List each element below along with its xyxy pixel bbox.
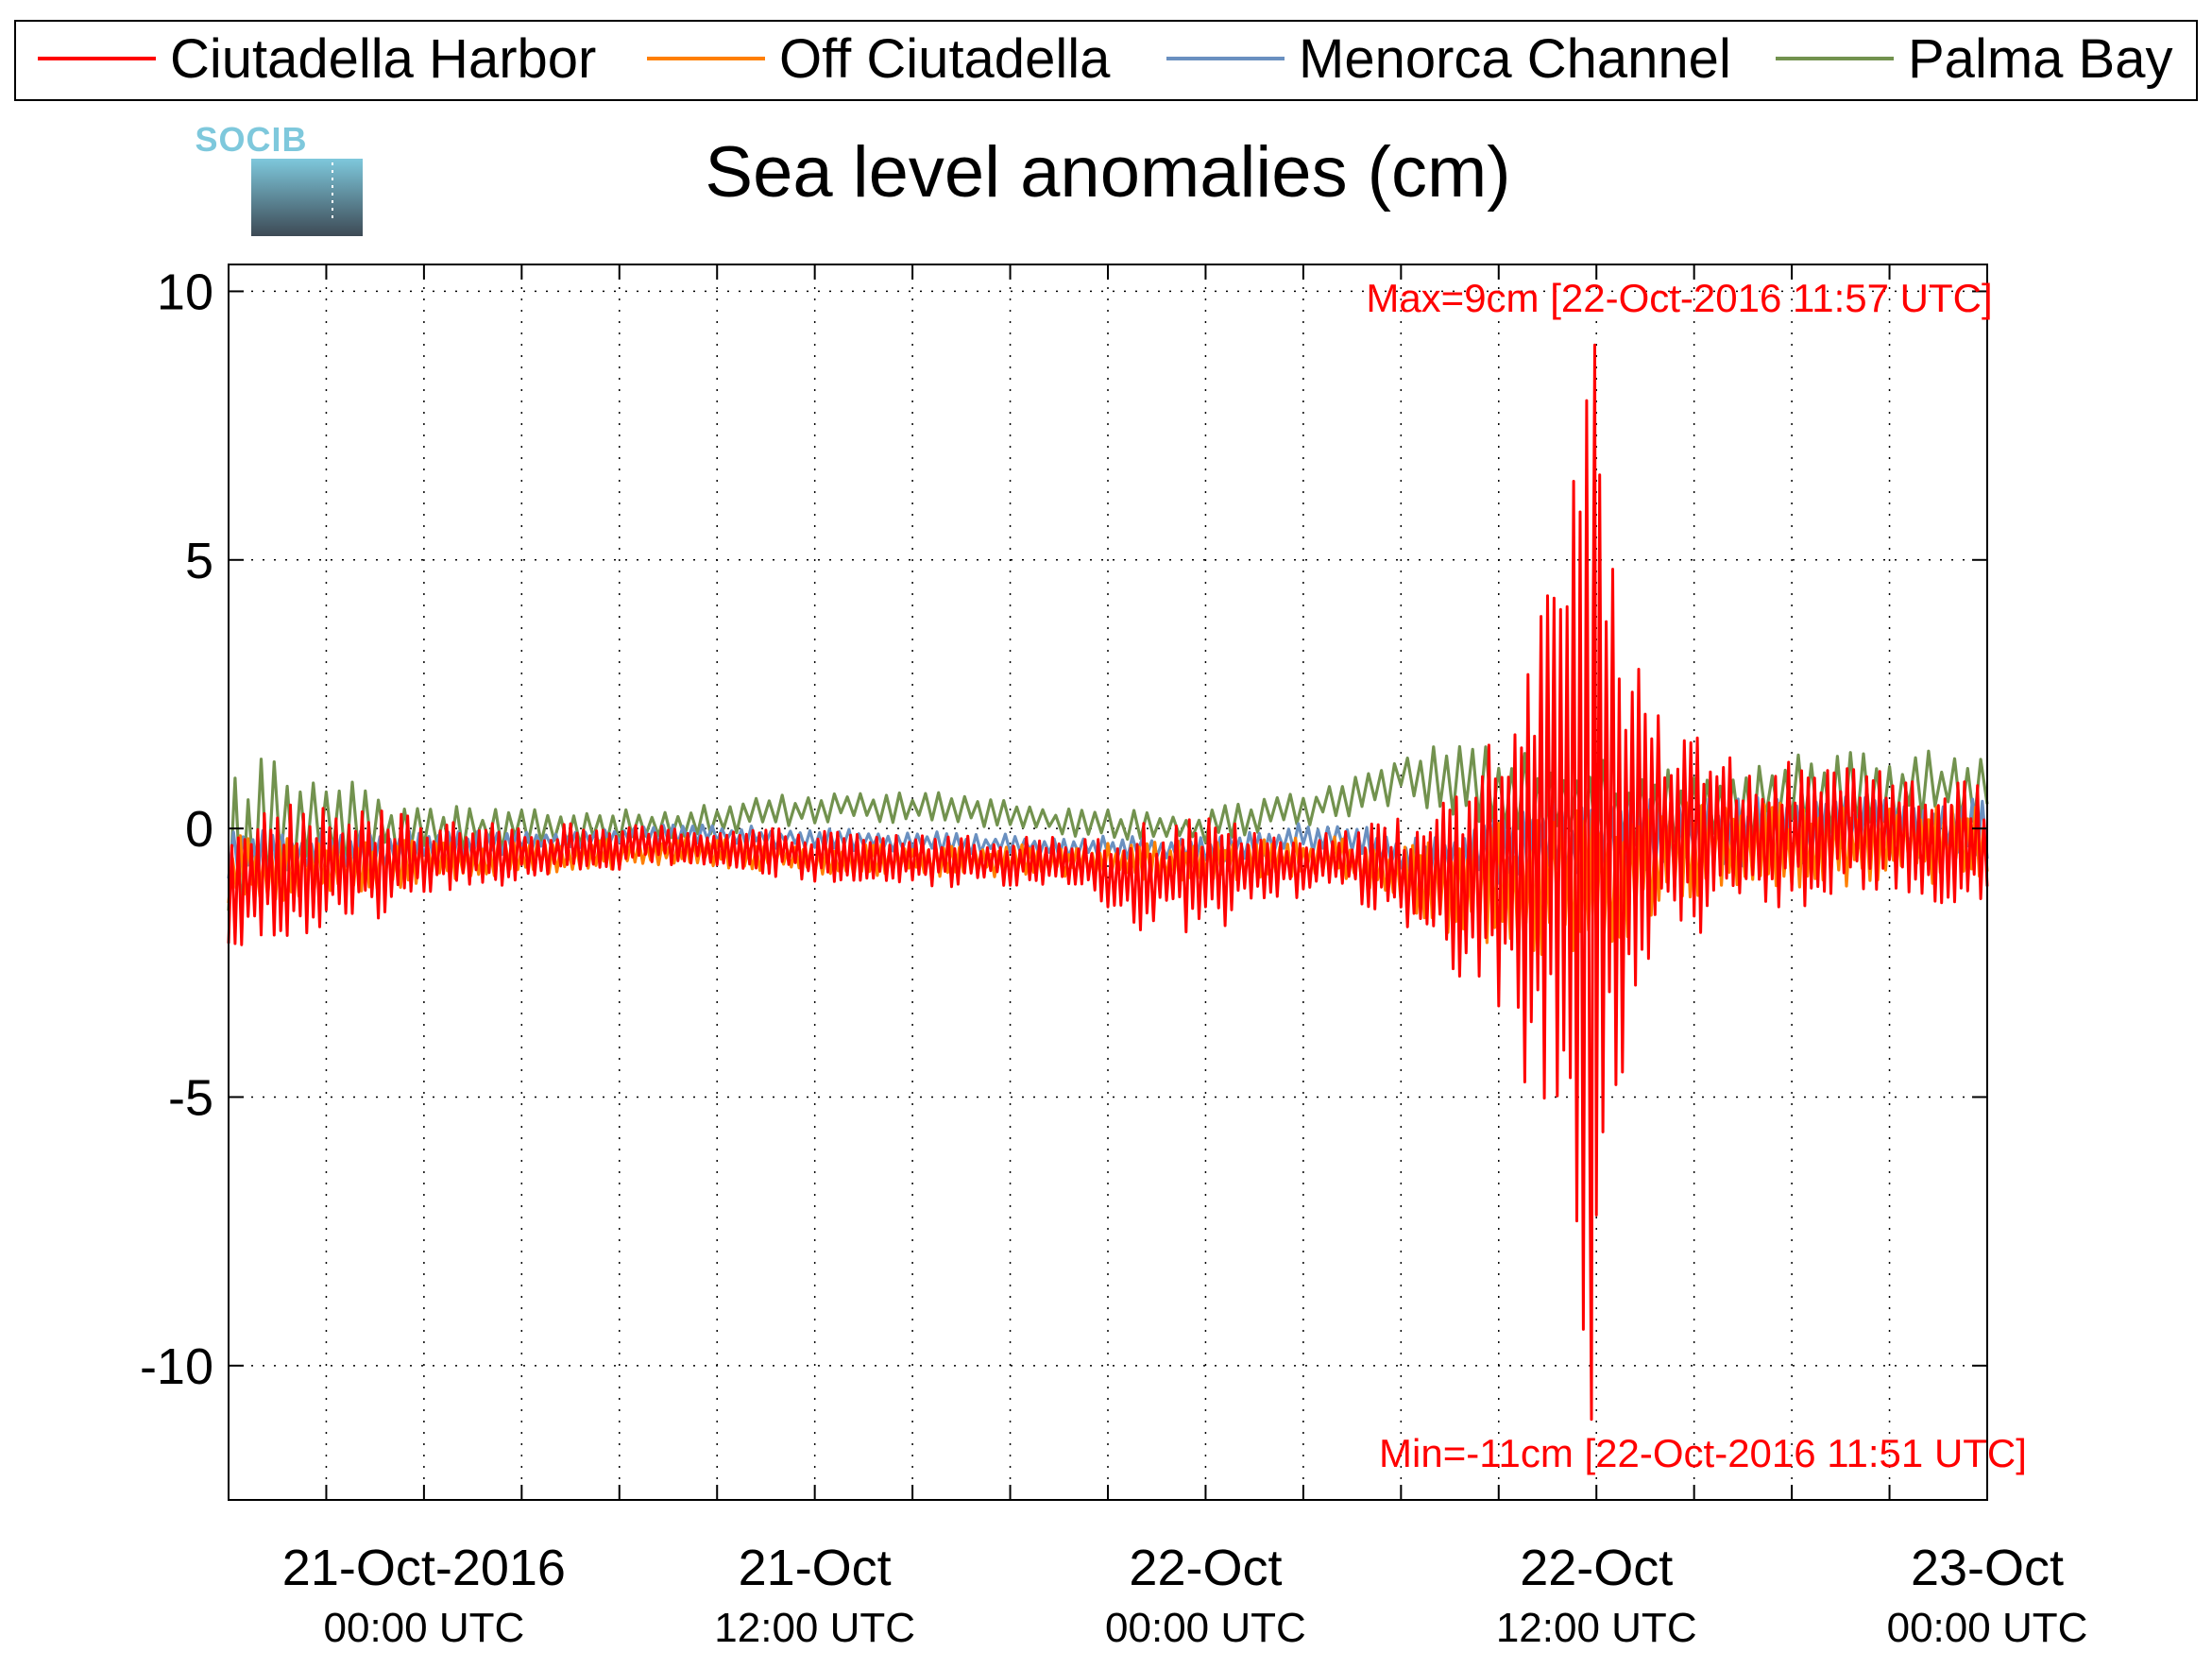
x-tick-label: 23-Oct [1911, 1540, 2064, 1596]
legend: Ciutadella Harbor Off Ciutadella Menorca… [14, 20, 2198, 101]
chart-title: Sea level anomalies (cm) [705, 132, 1510, 213]
legend-label-off-ciutadella: Off Ciutadella [779, 28, 1111, 90]
x-axis: 21-Oct-2016 00:00 UTC 21-Oct 12:00 UTC 22-Oc… [282, 264, 2088, 1651]
x-tick-sublabel: 00:00 UTC [1105, 1605, 1306, 1651]
socib-logo: SOCIB [195, 120, 363, 236]
x-tick-sublabel: 00:00 UTC [1887, 1605, 2088, 1651]
x-tick-sublabel: 12:00 UTC [714, 1605, 915, 1651]
y-tick-label: -5 [168, 1069, 213, 1126]
y-tick-label: 5 [185, 533, 213, 589]
legend-label-menorca-channel: Menorca Channel [1299, 28, 1731, 90]
series-line-ciutadella-harbor [227, 343, 1989, 1422]
logo-wave-block [251, 159, 363, 236]
series-line-palma-bay [227, 744, 1989, 915]
y-axis: 10 5 0 -5 -10 [140, 264, 1987, 1395]
x-tick-label: 21-Oct-2016 [282, 1540, 566, 1596]
x-tick-label: 22-Oct [1520, 1540, 1673, 1596]
x-tick-label: 22-Oct [1129, 1540, 1282, 1596]
logo-text: SOCIB [195, 120, 307, 159]
y-tick-label: 0 [185, 801, 213, 858]
y-tick-label: 10 [157, 264, 213, 320]
x-tick-sublabel: 12:00 UTC [1496, 1605, 1697, 1651]
min-annotation: Min=-11cm [22-Oct-2016 11:51 UTC] [1379, 1431, 2027, 1475]
y-tick-label: -10 [140, 1338, 213, 1395]
max-annotation: Max=9cm [22-Oct-2016 11:57 UTC] [1366, 276, 1992, 320]
series-layer [227, 343, 1989, 1422]
legend-label-ciutadella-harbor: Ciutadella Harbor [170, 28, 596, 90]
series-line-off-ciutadella [227, 801, 1989, 956]
x-tick-sublabel: 00:00 UTC [324, 1605, 525, 1651]
legend-label-palma-bay: Palma Bay [1908, 28, 2172, 90]
x-tick-label: 21-Oct [739, 1540, 892, 1596]
